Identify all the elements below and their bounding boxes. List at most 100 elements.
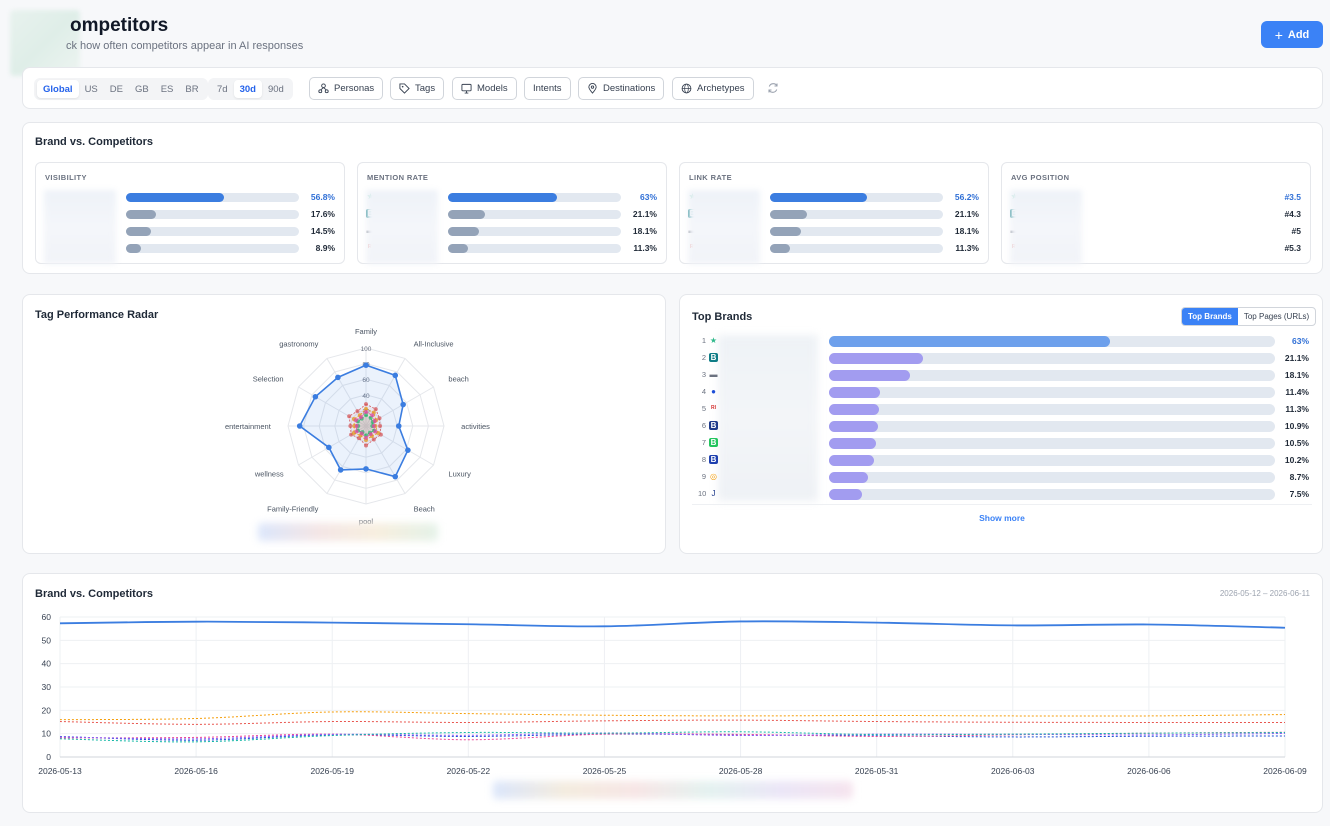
metric-value: #5 (1291, 226, 1301, 236)
top-brand-row[interactable]: 2 B 21.1% (680, 352, 1322, 364)
metric-bar-fill (448, 193, 557, 202)
tab-top-pages[interactable]: Top Pages (URLs) (1243, 312, 1310, 321)
radar-brand-point[interactable] (337, 467, 344, 473)
region-br[interactable]: BR (185, 83, 199, 95)
metric-value: #3.5 (1284, 192, 1301, 202)
metric-row: 8.9% (36, 242, 344, 254)
region-gb[interactable]: GB (134, 83, 149, 95)
trend-title: Brand vs. Competitors (35, 588, 153, 600)
radar-competitor-point (353, 418, 358, 423)
y-tick-label: 20 (42, 705, 52, 715)
competitor-series-line[interactable] (59, 732, 1286, 740)
radar-brand-point[interactable] (363, 362, 369, 368)
add-button[interactable]: + Add (1261, 21, 1323, 48)
top-brand-bar-fill (829, 404, 880, 415)
brand-logo-icon: ▬ (709, 370, 718, 379)
region-es[interactable]: ES (160, 83, 174, 95)
trend-legend (493, 781, 853, 799)
region-de[interactable]: DE (109, 83, 123, 95)
top-brand-row[interactable]: 10 J 7.5% (680, 488, 1322, 500)
radar-competitor-point (364, 406, 368, 411)
plus-icon: + (1274, 26, 1283, 43)
metric-bar-track (126, 193, 299, 202)
models-filter-button[interactable]: Models (452, 77, 517, 100)
competitor-series-line[interactable] (59, 719, 1286, 725)
radar-axis-label: Selection (253, 374, 284, 383)
radar-competitor-point (371, 424, 376, 428)
radar-brand-point[interactable] (392, 473, 399, 480)
metric-bar-track (448, 210, 621, 219)
tags-filter-label: Tags (415, 83, 436, 94)
metric-row: 14.5% (36, 225, 344, 237)
brand-series-line[interactable] (59, 620, 1286, 629)
radar-competitor-point (347, 414, 352, 419)
tag-performance-radar-card: Tag Performance Radar 10080604020FamilyA… (22, 294, 666, 554)
metric-bar-track (448, 244, 621, 253)
radar-axis-label: entertainment (225, 422, 272, 431)
x-tick-label: 2026-05-31 (855, 766, 899, 776)
top-brand-row[interactable]: 5 RI 11.3% (680, 403, 1322, 415)
competitor-series-line[interactable] (59, 711, 1286, 721)
top-brand-row[interactable]: 8 B 10.2% (680, 454, 1322, 466)
top-brand-row[interactable]: 9 ◎ 8.7% (680, 471, 1322, 483)
radar-brand-point[interactable] (363, 466, 369, 472)
tags-filter-button[interactable]: Tags (390, 77, 445, 100)
top-brand-row[interactable]: 4 ● 11.4% (680, 386, 1322, 398)
radar-axis-label: wellness (254, 470, 284, 479)
intents-filter-button[interactable]: Intents (524, 77, 571, 100)
show-more-link[interactable]: Show more (979, 513, 1025, 523)
period-7d[interactable]: 7d (217, 83, 228, 95)
radar-brand-point[interactable] (312, 393, 319, 400)
period-90d[interactable]: 90d (267, 83, 284, 95)
tab-top-brands[interactable]: Top Brands (1182, 308, 1238, 325)
add-button-label: Add (1287, 28, 1310, 41)
radar-brand-point[interactable] (405, 447, 411, 453)
top-brand-bar-track (829, 387, 1275, 398)
y-tick-label: 50 (42, 635, 52, 645)
metric-row: 17.6% (36, 208, 344, 220)
radar-brand-point[interactable] (392, 372, 399, 379)
radar-brand-point[interactable] (296, 423, 303, 429)
top-brand-row[interactable]: 1 ★ 63% (680, 335, 1322, 347)
top-brand-bar-fill (829, 421, 878, 432)
top-brand-row[interactable]: 6 B 10.9% (680, 420, 1322, 432)
radar-brand-point[interactable] (400, 401, 406, 408)
radar-tick-label: 40 (362, 393, 370, 400)
metric-value: 56.8% (310, 192, 335, 202)
metric-value: 8.9% (315, 243, 335, 253)
radar-tick-label: 100 (361, 346, 372, 353)
top-brand-row[interactable]: 7 B 10.5% (680, 437, 1322, 449)
metric-label: LINK RATE (689, 173, 733, 182)
radar-competitor-point (377, 416, 382, 421)
region-global[interactable]: Global (37, 80, 79, 98)
top-brands-title: Top Brands (692, 311, 753, 323)
top-brand-value: 10.9% (1284, 421, 1309, 431)
personas-filter-label: Personas (334, 83, 375, 94)
top-brand-bar-track (829, 438, 1275, 449)
brand-logo-icon: B (709, 455, 718, 464)
radar-brand-point[interactable] (326, 444, 332, 451)
region-us[interactable]: US (84, 83, 98, 95)
period-30d[interactable]: 30d (233, 80, 262, 98)
top-brand-bar-fill (829, 455, 875, 466)
destinations-filter-button[interactable]: Destinations (578, 77, 665, 100)
radar-competitor-point (355, 409, 360, 414)
refresh-icon[interactable] (767, 82, 779, 94)
personas-filter-button[interactable]: Personas (309, 77, 384, 100)
rank-number: 10 (698, 489, 707, 498)
top-brand-bar-fill (829, 489, 863, 500)
metric-bar-fill (126, 227, 152, 236)
archetypes-filter-button[interactable]: Archetypes (672, 77, 754, 100)
radar-competitor-point (373, 429, 378, 434)
radar-brand-point[interactable] (395, 423, 402, 429)
competitor-series-line[interactable] (59, 731, 1286, 743)
radar-competitor-point (364, 409, 368, 414)
divider (692, 504, 1312, 505)
metric-value: 18.1% (632, 226, 657, 236)
radar-brand-point[interactable] (335, 374, 341, 381)
brand-vs-competitors-trend-card: Brand vs. Competitors 2026-05-12 – 2026-… (22, 573, 1323, 813)
radar-competitor-point (378, 424, 383, 428)
metric-bar-fill (448, 210, 485, 219)
top-brand-row[interactable]: 3 ▬ 18.1% (680, 369, 1322, 381)
